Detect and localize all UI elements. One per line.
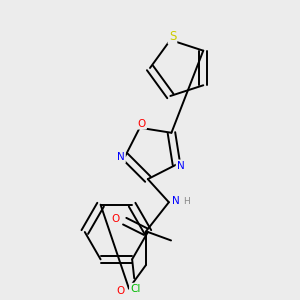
Text: N: N (177, 160, 184, 171)
Text: Cl: Cl (130, 284, 140, 294)
Text: N: N (172, 196, 180, 206)
Text: O: O (116, 286, 124, 296)
Text: N: N (117, 152, 125, 162)
Text: H: H (183, 197, 190, 206)
Text: O: O (111, 214, 119, 224)
Text: S: S (169, 30, 176, 43)
Text: O: O (138, 118, 146, 128)
